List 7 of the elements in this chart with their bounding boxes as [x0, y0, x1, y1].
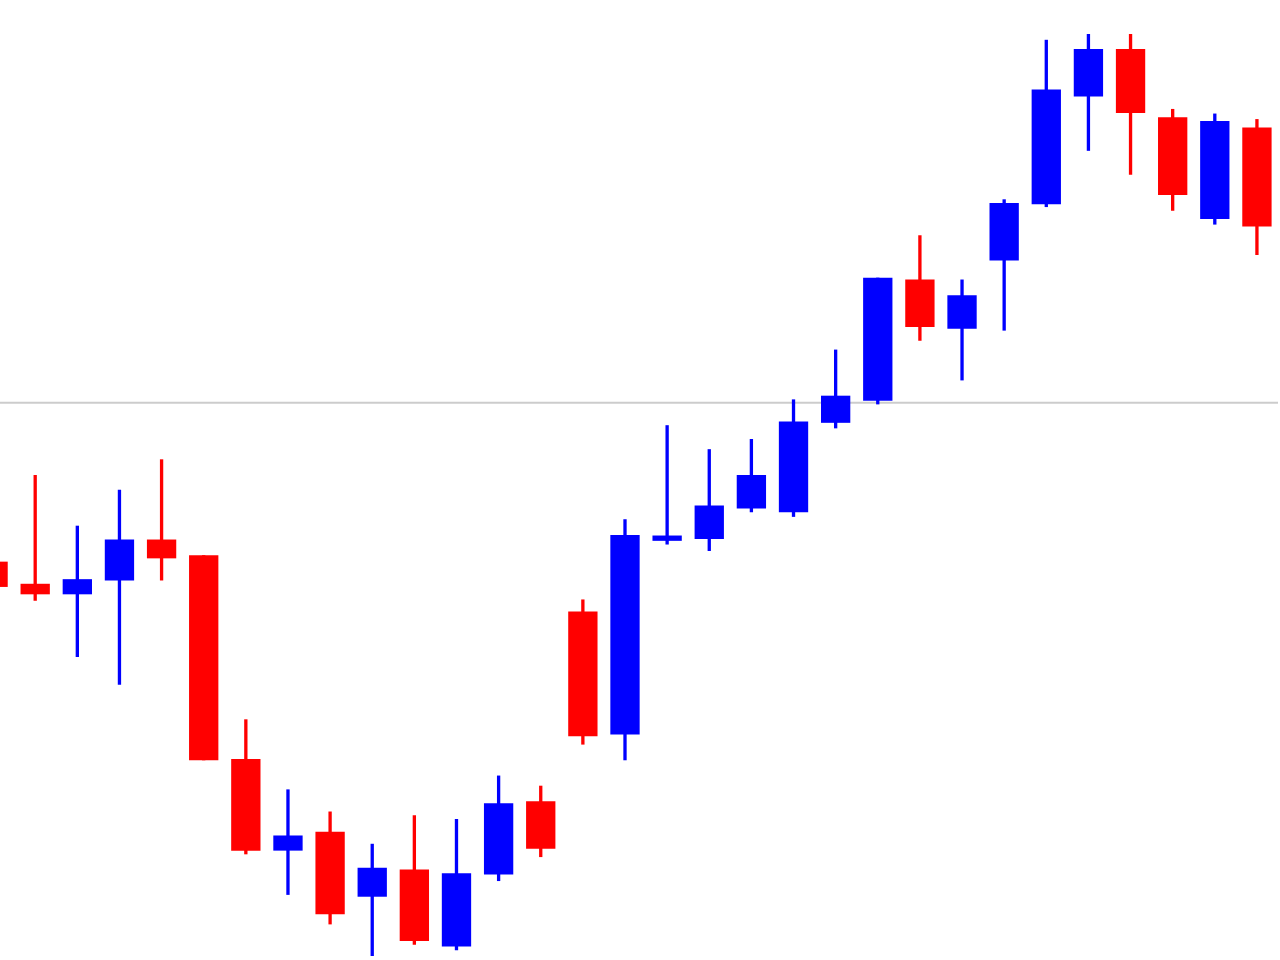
candlestick [441, 818, 472, 951]
candlestick [189, 555, 219, 761]
candlestick [947, 279, 977, 381]
candlestick [526, 785, 556, 858]
candlestick [694, 449, 724, 551]
candlestick [273, 789, 303, 895]
candlestick [736, 439, 767, 513]
